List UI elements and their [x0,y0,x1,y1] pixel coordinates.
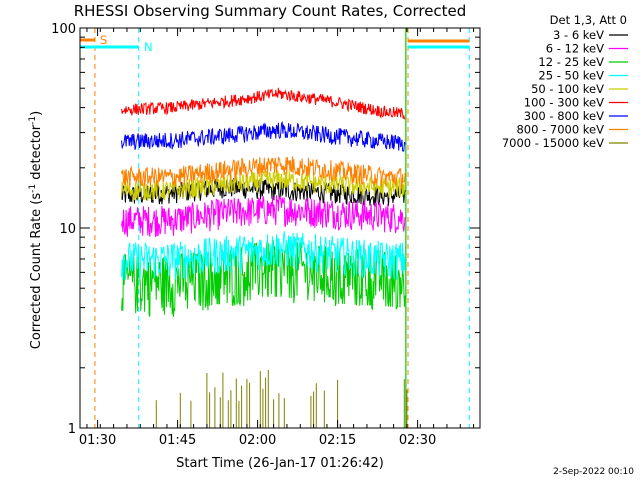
axes-layer: 1 10 100 01:30 01:45 02:00 02:15 02:30 [51,22,481,448]
legend-label-5: 50 - 100 keV [531,82,604,96]
legend-label-7: 300 - 800 keV [524,109,604,123]
y-axis-label: Corrected Count Rate (s-1 detector-1) [28,111,44,349]
footer-date: 2-Sep-2022 00:10 [553,467,634,477]
plot-area [94,28,470,428]
legend-label-2: 6 - 12 keV [546,42,604,56]
y-axis-label-end: ) [29,111,44,116]
series-9-line [155,370,408,428]
y-axis-label-sup-1: -1 [28,184,38,193]
y-axis-label-sup-2: -1 [28,116,38,125]
legend-label-4: 25 - 50 keV [538,69,604,83]
legend-label-8: 800 - 7000 keV [516,123,604,137]
x-tick-label-5: 02:30 [399,433,436,448]
x-axis-label: Start Time (26-Jan-17 01:26:42) [176,456,384,471]
series-1-line [121,178,406,207]
series-4-line [121,231,406,281]
chart-title: RHESSI Observing Summary Count Rates, Co… [74,2,467,20]
x-tick-label-2: 01:45 [159,433,196,448]
series-6-line [121,87,406,120]
x-tick-label-4: 02:15 [319,433,356,448]
flag-label-n: N [144,40,153,54]
y-axis-label-mid: detector [29,124,44,184]
legend-label-6: 100 - 300 keV [524,96,604,110]
series-2-line [121,195,406,237]
flag-label-s: S [100,33,107,47]
series-5-line [121,170,406,202]
y-axis-label-main: Corrected Count Rate (s [29,193,44,350]
series-7-line [121,121,406,152]
y-tick-label-3: 100 [51,22,76,37]
series-8-line [121,156,406,189]
series-3-line [121,240,406,317]
x-tick-label-1: 01:30 [79,433,116,448]
series-layer [121,87,408,428]
legend-label-3: 12 - 25 keV [538,55,604,69]
legend-header: Det 1,3, Att 0 [550,13,627,27]
y-tick-label-1: 1 [68,422,76,437]
y-tick-label-2: 10 [59,222,76,237]
legend-label-9: 7000 - 15000 keV [502,136,604,150]
x-tick-label-3: 02:00 [239,433,276,448]
legend-label-1: 3 - 6 keV [553,28,604,42]
